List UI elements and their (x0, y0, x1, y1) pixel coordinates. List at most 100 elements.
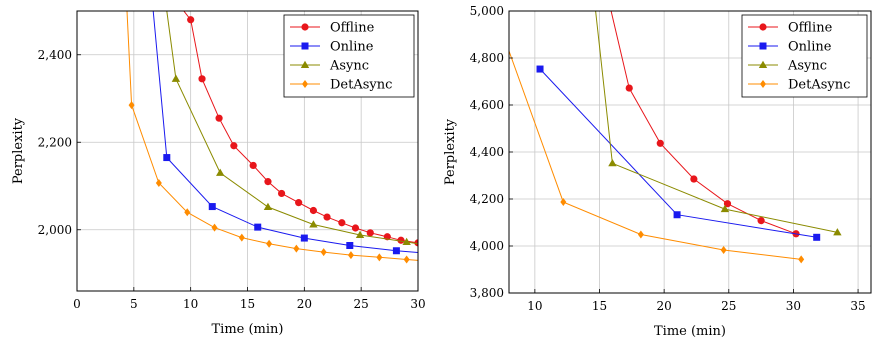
legend-marker (300, 60, 310, 68)
data-point-detasync (293, 244, 300, 253)
legend-label: Online (788, 40, 832, 55)
data-point-offline (249, 161, 257, 170)
y-tick-label: 2,200 (38, 135, 72, 149)
data-point-detasync (376, 253, 383, 262)
data-point-async (309, 220, 318, 228)
data-point-offline (338, 219, 346, 227)
legend-marker (302, 80, 308, 88)
x-tick-label: 0 (73, 297, 81, 311)
right-chart: 10 15 20 25 30 35 3,800 4,000 4,200 4,400 4,600 4,8… (443, 4, 872, 339)
legend-label: DetAsync (788, 78, 850, 93)
x-tick-label: 25 (354, 297, 369, 311)
data-point-offline (295, 199, 303, 207)
data-point-detasync (128, 101, 135, 110)
data-point-async (608, 158, 617, 167)
data-point-offline (723, 200, 732, 208)
series-line-async (166, 11, 418, 245)
left-chart: 0 5 10 15 20 25 30 2,000 2,200 2,400 Time (min) Per… (11, 10, 426, 337)
x-tick-label: 25 (721, 299, 736, 313)
data-point-online (163, 154, 171, 162)
y-tick-label: 4,000 (470, 239, 504, 253)
data-point-offline (656, 139, 664, 147)
data-point-offline (366, 229, 374, 237)
y-tick-label: 4,400 (470, 145, 504, 159)
data-point-detasync (320, 248, 327, 257)
data-point-detasync (211, 223, 218, 232)
legend-marker (758, 60, 768, 68)
y-tick-label: 4,600 (470, 98, 504, 112)
data-point-detasync (155, 178, 162, 187)
x-tick-label: 20 (297, 297, 312, 311)
data-point-online (254, 223, 262, 231)
data-point-detasync (184, 208, 191, 217)
data-point-async (833, 228, 842, 236)
series-line-async (595, 11, 838, 233)
legend-label: Offline (788, 21, 833, 36)
data-point-offline (187, 16, 195, 24)
y-axis-label: Perplexity (11, 117, 26, 184)
data-point-offline (198, 75, 206, 83)
y-tick-label: 5,000 (470, 4, 504, 18)
data-point-offline (309, 206, 318, 215)
plot-area (509, 11, 842, 264)
data-point-offline (230, 142, 238, 150)
data-point-online (300, 234, 308, 242)
data-point-online (536, 65, 544, 73)
y-tick-label: 4,800 (470, 51, 504, 65)
data-point-online (813, 233, 821, 241)
data-point-async (216, 168, 225, 176)
data-point-async (720, 204, 730, 213)
data-point-offline (757, 217, 765, 225)
legend: Offline Online Async DetAsync (741, 14, 868, 98)
data-point-detasync (266, 239, 273, 248)
series-line-online (152, 11, 418, 253)
legend-label: Online (330, 40, 374, 55)
data-point-online (392, 247, 400, 255)
data-point-detasync (560, 198, 567, 207)
data-point-offline (625, 84, 633, 92)
data-point-offline (690, 175, 698, 183)
x-tick-label: 15 (240, 297, 255, 311)
x-tick-label: 20 (657, 299, 672, 313)
data-point-offline (397, 236, 405, 244)
legend-label: Offline (330, 21, 375, 36)
legend-label: Async (329, 59, 369, 74)
y-axis-label: Perplexity (443, 118, 458, 185)
x-tick-label: 10 (527, 299, 542, 313)
x-tick-label: 15 (592, 299, 607, 313)
x-tick-label: 30 (410, 297, 425, 311)
data-point-async (171, 74, 181, 82)
legend-marker (301, 23, 309, 31)
data-point-detasync (238, 233, 245, 242)
y-tick-label: 2,400 (38, 48, 72, 62)
x-tick-label: 30 (786, 299, 801, 313)
legend-marker (759, 23, 767, 31)
x-axis-label: Time (min) (654, 324, 726, 339)
legend-label: Async (787, 59, 827, 74)
data-point-offline (264, 178, 272, 186)
data-point-detasync (637, 230, 644, 239)
legend-label: DetAsync (330, 78, 392, 93)
legend: Offline Online Async DetAsync (283, 14, 415, 98)
x-tick-label: 10 (183, 297, 198, 311)
data-point-detasync (347, 251, 354, 260)
x-tick-label: 35 (850, 299, 865, 313)
data-point-offline (414, 239, 418, 247)
data-point-online (673, 211, 681, 219)
data-point-online (346, 242, 354, 249)
legend-marker (759, 42, 767, 50)
y-tick-label: 3,800 (470, 286, 504, 300)
data-point-offline (215, 114, 223, 122)
data-point-detasync (798, 255, 805, 264)
data-point-async (402, 237, 411, 245)
data-point-offline (323, 213, 331, 221)
data-point-detasync (720, 245, 727, 254)
data-point-async (263, 202, 273, 210)
x-axis-label: Time (min) (212, 322, 284, 337)
data-point-offline (278, 189, 286, 198)
data-point-online (208, 203, 216, 211)
data-point-detasync (403, 255, 410, 264)
legend-marker (301, 42, 309, 50)
legend-marker (760, 80, 766, 88)
data-point-offline (351, 224, 360, 232)
